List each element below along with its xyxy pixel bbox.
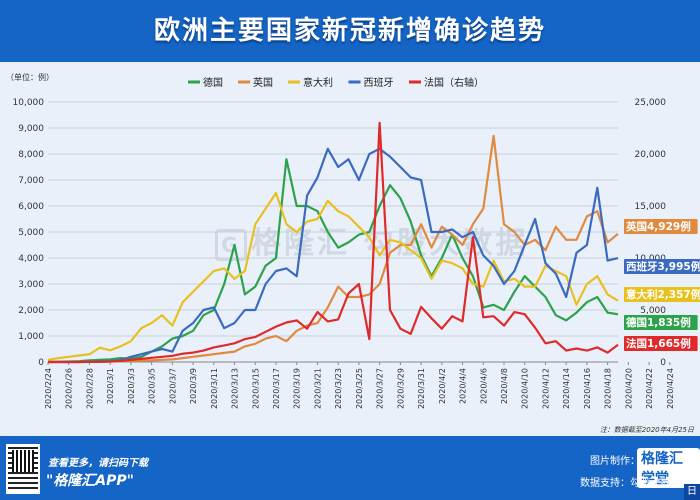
x-tick-label: 2020/4/8 — [500, 368, 509, 404]
end-label-1: 西班牙3,995例 — [624, 259, 700, 274]
series-lines — [47, 121, 619, 364]
x-tick-label: 2020/3/15 — [251, 368, 260, 409]
x-tick-label: 2020/2/28 — [85, 368, 94, 409]
credit-label: 图片制作： — [590, 456, 640, 467]
end-label-2: 意大利2,357例 — [624, 287, 700, 302]
x-tick-label: 2020/3/19 — [293, 368, 302, 409]
legend-item-3: 西班牙 — [348, 77, 394, 89]
x-tick-label: 2020/3/27 — [376, 368, 385, 409]
app-name: "格隆汇APP" — [46, 473, 134, 489]
x-axis-ticks: 2020/2/24 2020/2/26 2020/2/28 2020/3/1 2020/… — [44, 362, 675, 409]
left-tick-label: 3,000 — [18, 280, 44, 290]
x-tick-label: 2020/3/5 — [148, 368, 157, 404]
left-tick-label: 1,000 — [18, 332, 44, 342]
x-tick-label: 2020/3/17 — [272, 368, 281, 409]
series-line-1 — [48, 134, 619, 364]
promo-text: 查看更多，请扫码下载 — [48, 458, 148, 469]
right-tick-label: 25,000 — [635, 98, 667, 108]
left-tick-label: 4,000 — [18, 254, 44, 264]
legend: 德国 英国 意大利 西班牙 法国（右轴） — [188, 76, 484, 89]
x-tick-label: 2020/3/23 — [334, 368, 343, 409]
x-tick-label: 2020/3/7 — [168, 368, 177, 404]
right-tick-label: 5,000 — [640, 306, 666, 316]
source-note: 注：数据截至2020年4月25日 — [600, 426, 695, 434]
x-tick-label: 2020/3/11 — [210, 368, 219, 409]
end-label-box — [624, 287, 700, 302]
legend-label: 德国 — [203, 76, 223, 89]
corner-badge: 日 — [684, 484, 700, 500]
legend-item-4: 法国（右轴） — [409, 76, 484, 89]
x-tick-label: 2020/4/16 — [583, 368, 592, 409]
end-label-3: 德国1,835例 — [624, 315, 698, 330]
x-tick-label: 2020/4/24 — [666, 368, 675, 409]
chart-title: 欧洲主要国家新冠新增确诊趋势 — [153, 16, 546, 46]
legend-label: 法国（右轴） — [424, 76, 484, 89]
end-label-text: 法国1,665例 — [626, 337, 691, 350]
end-label-box — [624, 336, 698, 351]
x-tick-label: 2020/2/26 — [65, 368, 74, 409]
x-tick-label: 2020/3/9 — [189, 368, 198, 404]
right-tick-label: 0 — [660, 358, 666, 368]
x-tick-label: 2020/4/18 — [604, 368, 613, 409]
line-chart: 0 1,000 2,000 3,000 4,000 5,000 6,000 7,000 8,00… — [6, 72, 700, 434]
x-tick-label: 2020/3/31 — [417, 368, 426, 409]
x-tick-label: 2020/3/3 — [127, 368, 136, 404]
x-tick-label: 2020/3/29 — [396, 368, 405, 409]
legend-label: 西班牙 — [364, 77, 394, 89]
x-tick-label: 2020/4/6 — [479, 368, 488, 404]
right-tick-label: 20,000 — [635, 150, 667, 160]
left-tick-label: 2,000 — [18, 306, 44, 316]
x-tick-label: 2020/4/22 — [645, 368, 654, 409]
data-support: 数据支持：勾股大数据 Wi — [580, 478, 696, 489]
legend-item-2: 意大利 — [288, 76, 333, 89]
end-label-text: 德国1,835例 — [625, 316, 691, 329]
end-label-0: 英国4,929例 — [624, 219, 698, 234]
qr-code-icon[interactable] — [6, 444, 40, 494]
x-tick-label: 2020/3/13 — [231, 368, 240, 409]
end-label-box — [624, 259, 700, 274]
end-labels: 英国4,929例西班牙3,995例意大利2,357例德国1,835例法国1,66… — [624, 219, 700, 351]
left-tick-label: 8,000 — [18, 150, 44, 160]
x-tick-label: 2020/4/20 — [624, 368, 633, 409]
x-tick-label: 2020/4/10 — [521, 368, 530, 409]
x-tick-label: 2020/4/14 — [562, 368, 571, 409]
end-label-text: 意大利2,357例 — [626, 288, 700, 301]
end-label-box — [624, 219, 698, 234]
left-tick-label: 0 — [38, 358, 44, 368]
end-label-text: 西班牙3,995例 — [626, 260, 700, 273]
series-line-0 — [47, 158, 619, 364]
x-tick-label: 2020/4/2 — [438, 368, 447, 404]
end-label-text: 英国4,929例 — [625, 220, 691, 233]
left-tick-label: 6,000 — [18, 202, 44, 212]
legend-label: 英国 — [253, 76, 273, 89]
legend-label: 意大利 — [303, 76, 333, 89]
brand-logo: 格隆汇学堂 — [637, 448, 700, 488]
series-line-3 — [48, 147, 619, 364]
left-tick-label: 10,000 — [13, 98, 45, 108]
x-tick-label: 2020/3/21 — [313, 368, 322, 409]
x-tick-label: 2020/2/24 — [44, 368, 53, 409]
series-line-2 — [47, 191, 619, 361]
x-tick-label: 2020/3/25 — [355, 368, 364, 409]
legend-item-1: 英国 — [238, 76, 273, 89]
footer: 查看更多，请扫码下载 "格隆汇APP" 图片制作： 格隆汇学堂 数据支持：勾股大… — [0, 436, 700, 500]
x-tick-label: 2020/4/12 — [541, 368, 550, 409]
end-label-4: 法国1,665例 — [624, 336, 698, 351]
end-label-box — [624, 315, 698, 330]
right-tick-label: 15,000 — [635, 202, 667, 212]
x-tick-label: 2020/4/4 — [459, 368, 468, 404]
series-line-4 — [48, 121, 619, 364]
left-tick-label: 5,000 — [18, 228, 44, 238]
y-axis-unit: （单位：例） — [6, 72, 54, 82]
left-tick-label: 9,000 — [18, 124, 44, 134]
left-tick-label: 7,000 — [18, 176, 44, 186]
legend-item-0: 德国 — [188, 76, 223, 89]
x-tick-label: 2020/3/1 — [106, 368, 115, 404]
left-axis-ticks: 0 1,000 2,000 3,000 4,000 5,000 6,000 7,000 8,00… — [13, 98, 45, 368]
